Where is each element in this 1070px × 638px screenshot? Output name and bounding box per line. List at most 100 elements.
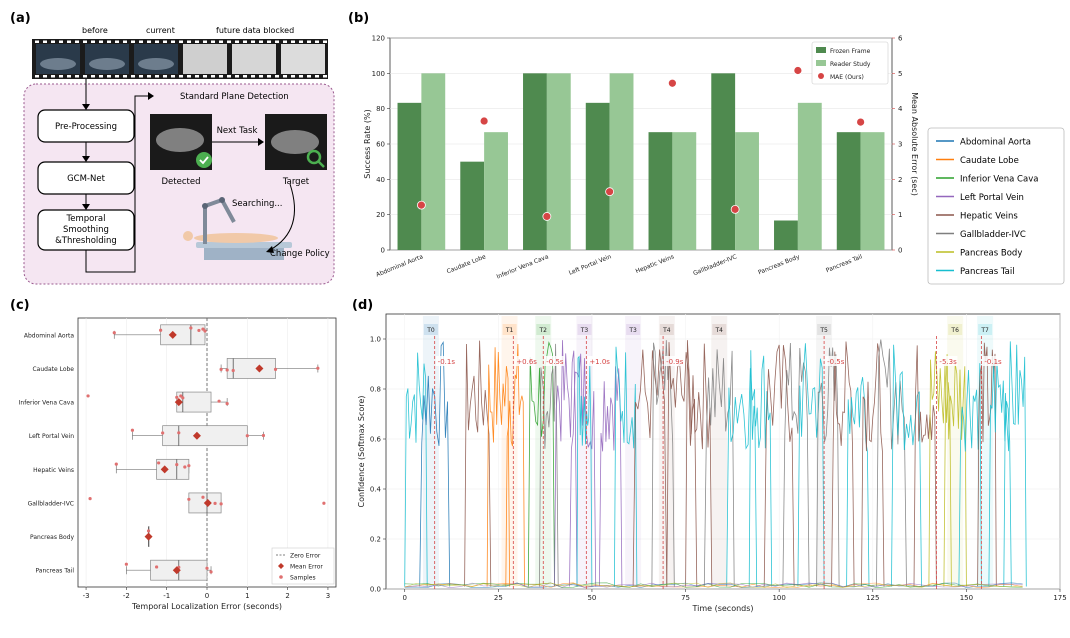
bar-reader-study: [484, 132, 508, 250]
sprocket-hole: [163, 40, 167, 43]
film-sprockets: [35, 40, 327, 78]
mean-marker: [255, 364, 264, 373]
xlabel: Temporal Localization Error (seconds): [131, 602, 282, 611]
task-label-bg: [502, 324, 517, 335]
xtick-label: 75: [681, 594, 690, 602]
mae-point: [479, 116, 489, 126]
patient-head: [183, 231, 193, 241]
next-task-label: Next Task: [217, 126, 258, 136]
sample-point: [86, 394, 90, 398]
spd-label: Standard Plane Detection: [180, 92, 289, 102]
confidence-trace: [782, 342, 810, 587]
mae-point: [605, 187, 615, 197]
xtick-label: 150: [960, 594, 973, 602]
task-label: T3: [628, 327, 637, 334]
legend-label-samples: Samples: [290, 575, 316, 582]
sprocket-hole: [107, 40, 111, 43]
detected-label: Detected: [162, 177, 201, 187]
sprocket-hole: [179, 40, 183, 43]
blocked-frame-3: [281, 44, 325, 74]
target-label: Target: [282, 177, 310, 187]
mae-point: [730, 204, 740, 214]
box: [160, 324, 206, 346]
panel-c: (c) -3 -2 -1 0 1 2 3 Temporal Localization Error…: [10, 298, 337, 611]
sprocket-hole: [67, 40, 71, 43]
confidence-trace: [831, 341, 855, 587]
sprocket-hole: [83, 75, 87, 78]
ytick-label: Pancreas Body: [30, 534, 74, 541]
bar-frozen-frame: [585, 102, 610, 250]
sample-point: [146, 529, 151, 533]
bar-reader-study: [735, 132, 759, 250]
bar-reader-study: [860, 132, 885, 250]
xtick-label: Abdominal Aorta: [375, 253, 424, 278]
bar-frozen-frame: [836, 132, 861, 250]
blocked-frame-1: [183, 44, 227, 74]
sprocket-hole: [139, 40, 143, 43]
temporal-label-2: Smoothing: [63, 225, 109, 235]
confidence-trace: [486, 347, 510, 587]
confidence-trace: [988, 361, 1012, 587]
ytick-right-label: 1: [898, 211, 902, 219]
xtick-label: 0: [205, 592, 209, 600]
panel-b-label: (b): [348, 11, 369, 26]
change-policy-label: Change Policy: [270, 249, 330, 259]
xtick-label: 50: [587, 594, 596, 602]
xtick-label: 2: [285, 592, 289, 600]
arrow-loop-to-spd: [85, 95, 150, 273]
target-image-scan: [271, 130, 319, 154]
sprocket-hole: [203, 40, 207, 43]
sprocket-hole: [187, 40, 191, 43]
task-label: T0: [426, 327, 435, 334]
sample-point: [225, 401, 229, 406]
sprocket-hole: [203, 75, 207, 78]
task-label: T7: [980, 327, 989, 334]
legend-label-mae: MAE (Ours): [830, 74, 864, 81]
mean-marker: [168, 330, 177, 339]
sprocket-hole: [315, 40, 319, 43]
confidence-trace: [554, 340, 578, 587]
task-label-bg: [536, 324, 551, 335]
sample-point: [219, 367, 223, 371]
legend-entry: Left Portal Vein: [960, 193, 1024, 203]
check-icon: [196, 152, 212, 168]
sample-point: [205, 566, 209, 570]
sprocket-hole: [211, 40, 215, 43]
ytick-right-label: 6: [898, 35, 903, 43]
ytick-label: 80: [376, 105, 385, 113]
sample-point: [273, 367, 278, 371]
confidence-trace: [891, 344, 922, 587]
bar-frozen-frame: [397, 102, 422, 250]
confidence-trace: [1003, 341, 1027, 587]
ytick-label: 0.4: [370, 486, 382, 494]
detected-image-scan: [156, 128, 204, 152]
sprocket-hole: [283, 40, 287, 43]
sprocket-hole: [243, 75, 247, 78]
task-label: T2: [539, 327, 548, 334]
legend-swatch-mae: [818, 73, 824, 79]
sample-point: [217, 399, 221, 403]
sprocket-hole: [219, 40, 223, 43]
xtick-label: Hepatic Veins: [635, 253, 675, 275]
searching-label: Searching...: [232, 199, 282, 209]
patient-body: [194, 233, 278, 243]
error-label: -5.3s: [939, 358, 957, 366]
xtick-label: 25: [494, 594, 503, 602]
mean-marker: [174, 398, 183, 407]
panel-c-label: (c): [10, 298, 30, 313]
confidence-trace: [576, 355, 593, 587]
legend-entry: Pancreas Tail: [960, 267, 1015, 277]
legend-label-mean: Mean Error: [290, 564, 323, 571]
sprocket-hole: [283, 75, 287, 78]
bar-frozen-frame: [774, 220, 798, 250]
sample-point: [322, 501, 326, 505]
legend-entry: Hepatic Veins: [960, 212, 1018, 222]
legend-label-zero: Zero Error: [290, 553, 321, 560]
preprocessing-label: Pre-Processing: [55, 122, 117, 132]
sample-point: [231, 368, 235, 373]
sprocket-hole: [307, 40, 311, 43]
error-label-bg: [937, 356, 958, 366]
task-label-bg: [423, 324, 438, 335]
sprocket-hole: [171, 75, 175, 78]
box: [156, 458, 190, 480]
